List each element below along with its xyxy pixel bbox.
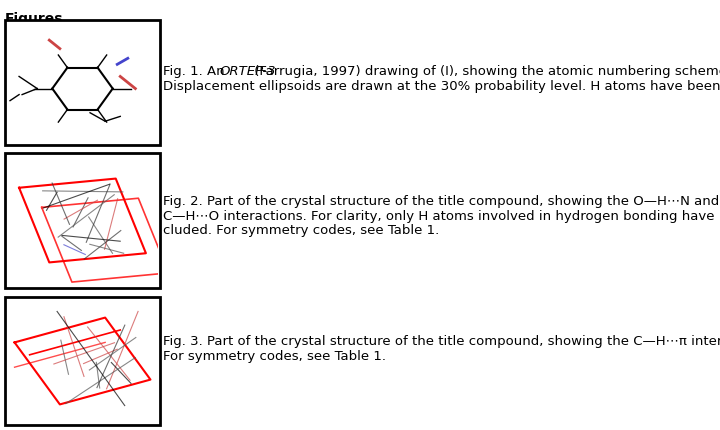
Text: Fig. 1. An: Fig. 1. An — [163, 65, 229, 78]
Bar — [5, 297, 160, 425]
Bar — [5, 20, 160, 145]
Text: Figures: Figures — [5, 12, 63, 26]
Bar — [5, 153, 160, 288]
Text: Fig. 3. Part of the crystal structure of the title compound, showing the C—H⋯π i: Fig. 3. Part of the crystal structure of… — [163, 335, 720, 348]
Text: Fig. 2. Part of the crystal structure of the title compound, showing the O—H⋯N a: Fig. 2. Part of the crystal structure of… — [163, 195, 720, 208]
Text: For symmetry codes, see Table 1.: For symmetry codes, see Table 1. — [163, 350, 386, 363]
Text: cluded. For symmetry codes, see Table 1.: cluded. For symmetry codes, see Table 1. — [163, 224, 439, 237]
Text: ORTEP-3: ORTEP-3 — [220, 65, 276, 78]
Text: C—H⋯O interactions. For clarity, only H atoms involved in hydrogen bonding have : C—H⋯O interactions. For clarity, only H … — [163, 210, 720, 223]
Text: (Farrugia, 1997) drawing of (I), showing the atomic numbering scheme.: (Farrugia, 1997) drawing of (I), showing… — [250, 65, 720, 78]
Text: Displacement ellipsoids are drawn at the 30% probability level. H atoms have bee: Displacement ellipsoids are drawn at the… — [163, 80, 720, 93]
